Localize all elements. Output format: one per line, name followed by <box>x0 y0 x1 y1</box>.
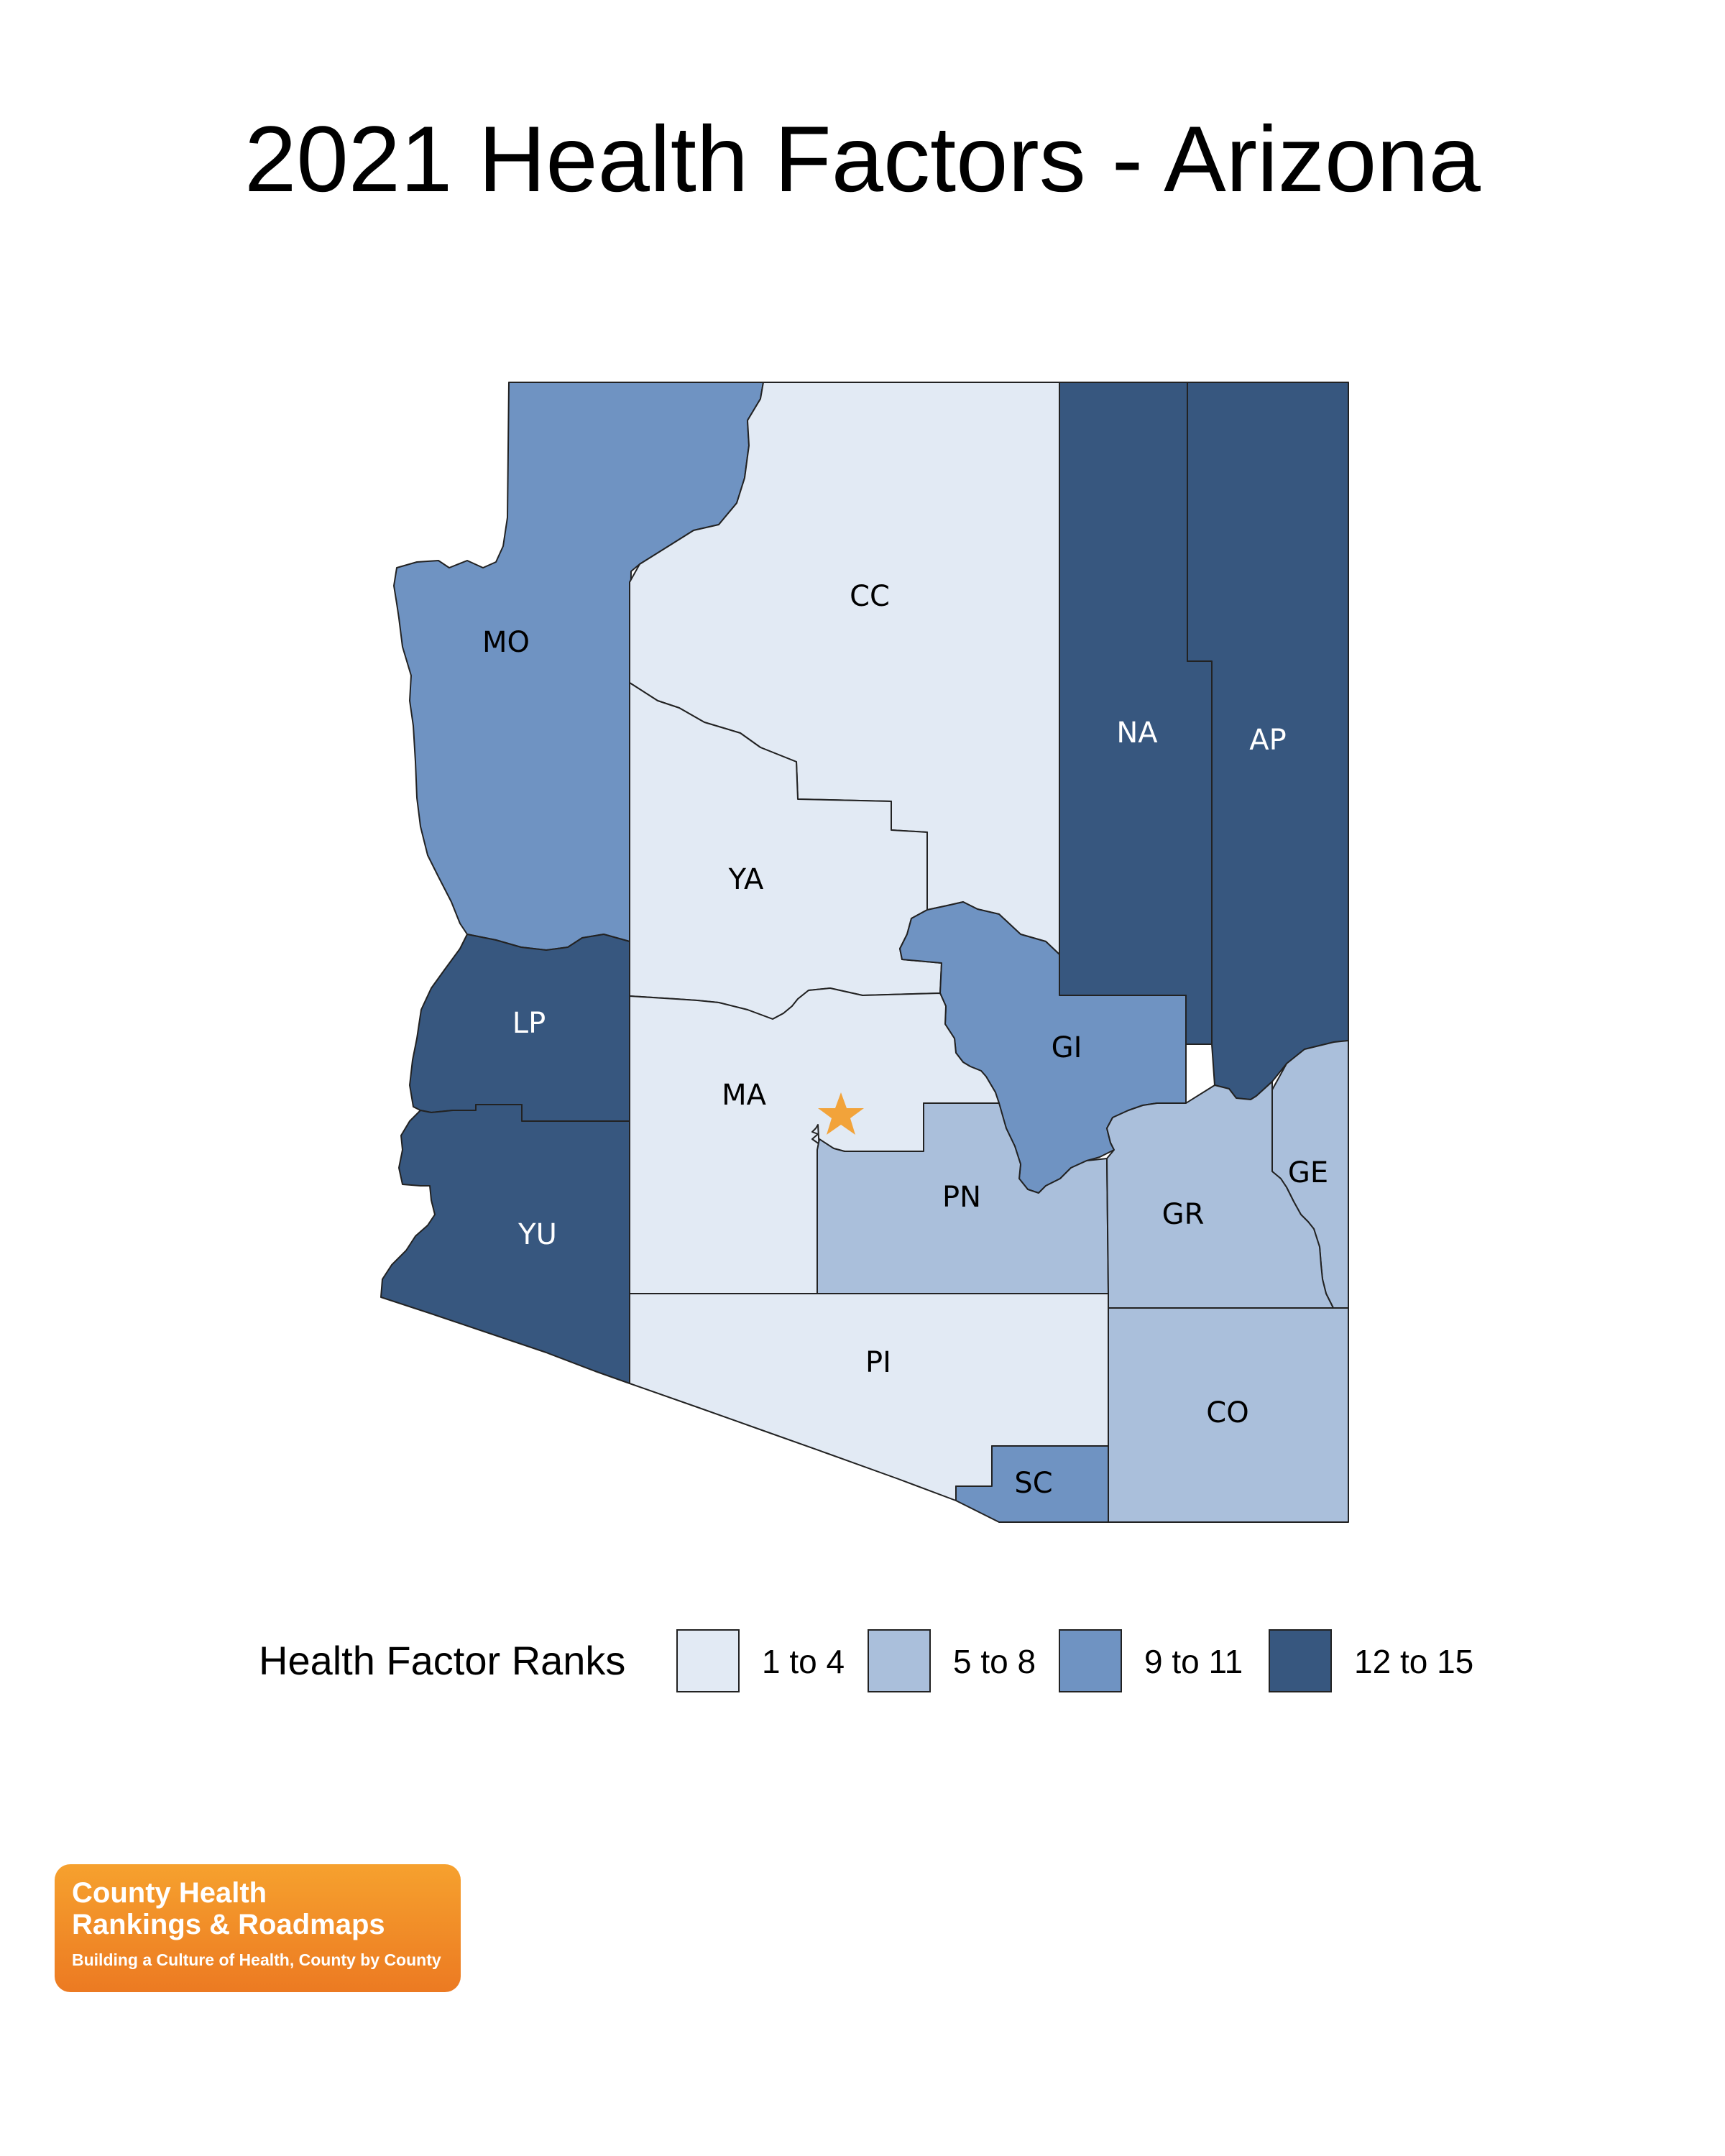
county-yu <box>380 1104 630 1384</box>
legend: Health Factor Ranks 1 to 4 5 to 8 9 to 11 1… <box>259 1629 1473 1692</box>
county-label-yu: YU <box>518 1218 557 1251</box>
star-icon <box>818 1092 864 1135</box>
legend-label: 5 to 8 <box>953 1643 1036 1680</box>
legend-label: 9 to 11 <box>1144 1643 1243 1680</box>
county-label-na: NA <box>1116 717 1158 750</box>
county-label-lp: LP <box>512 1007 546 1040</box>
county-label-pn: PN <box>942 1181 981 1214</box>
map-title: 2021 Health Factors - Arizona <box>244 106 1481 211</box>
legend-swatch <box>1269 1629 1332 1692</box>
logo-line-2: Rankings & Roadmaps <box>72 1909 385 1940</box>
county-label-ap: AP <box>1249 724 1286 757</box>
legend-swatch <box>868 1629 931 1692</box>
county-label-gr: GR <box>1162 1198 1205 1231</box>
county-label-sc: SC <box>1014 1467 1052 1500</box>
logo-tagline: Building a Culture of Health, County by … <box>72 1950 441 1969</box>
county-gr <box>1106 1081 1334 1309</box>
county-label-pi: PI <box>865 1346 891 1379</box>
county-label-ya: YA <box>728 863 764 896</box>
legend-swatch <box>1059 1629 1122 1692</box>
legend-label: 12 to 15 <box>1354 1643 1473 1680</box>
county-ma <box>629 987 1000 1294</box>
county-label-co: CO <box>1206 1396 1248 1429</box>
county-label-gi: GI <box>1052 1031 1082 1064</box>
logo-line-1: County Health <box>72 1877 267 1909</box>
legend-swatch <box>676 1629 740 1692</box>
legend-title: Health Factor Ranks <box>259 1638 625 1683</box>
county-pn <box>816 1102 1109 1294</box>
legend-label: 1 to 4 <box>762 1643 845 1680</box>
county-label-mo: MO <box>482 626 530 659</box>
county-label-ma: MA <box>722 1079 767 1112</box>
county-label-cc: CC <box>850 580 890 613</box>
county-label-ge: GE <box>1288 1156 1328 1189</box>
county-sc <box>955 1445 1109 1523</box>
county-health-rankings-logo: County Health Rankings & Roadmaps Buildi… <box>55 1864 461 1992</box>
